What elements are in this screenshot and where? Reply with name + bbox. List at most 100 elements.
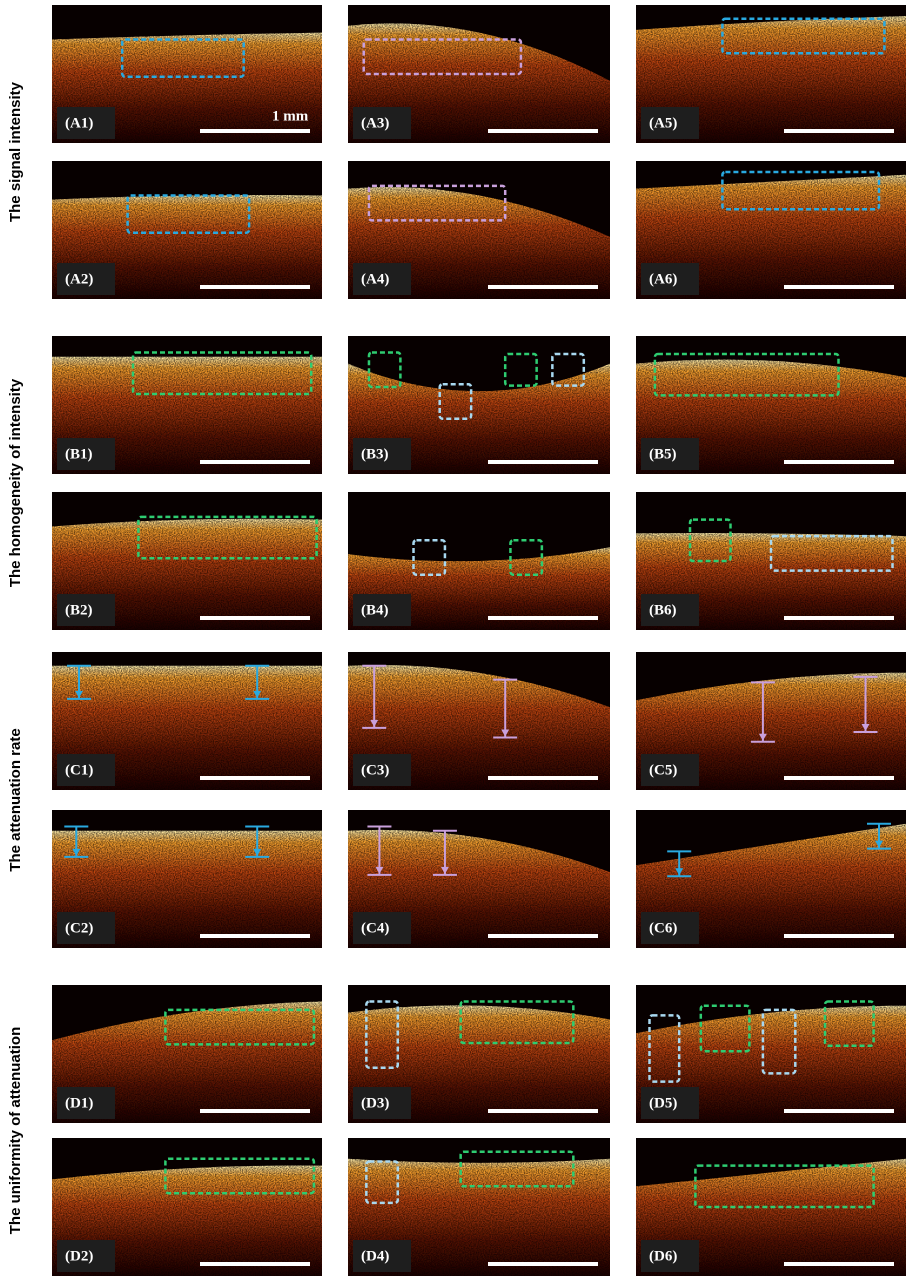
panel-label: (B5) [649, 446, 677, 462]
region-box [509, 539, 544, 577]
region-box [769, 534, 894, 572]
tissue-glow [348, 23, 610, 143]
region-box [761, 1008, 797, 1075]
label-box [57, 594, 115, 626]
tissue-glow [636, 16, 906, 143]
scale-label: 1 mm [272, 108, 309, 124]
label-box [57, 1240, 115, 1272]
panel-label: (C3) [361, 762, 389, 778]
arrow-head [675, 868, 684, 876]
scale-bar [784, 934, 894, 938]
scale-bar [784, 129, 894, 133]
scale-bar [200, 460, 310, 464]
scale-bar [200, 285, 310, 289]
panel-label: (C4) [361, 920, 389, 936]
scale-bar [784, 776, 894, 780]
tissue-glow [52, 830, 322, 948]
scale-bar [784, 285, 894, 289]
oct-panel: (C4) [348, 810, 610, 948]
label-box [353, 1240, 411, 1272]
region-box [653, 352, 840, 397]
oct-panel: (D4) [348, 1138, 610, 1276]
tissue-glow [52, 518, 322, 630]
label-box [57, 438, 115, 470]
label-box [57, 107, 115, 139]
region-box [699, 1004, 751, 1053]
region-box [721, 17, 886, 55]
label-box [353, 912, 411, 944]
panel-label: (A5) [649, 115, 677, 131]
tissue-glow [348, 363, 610, 474]
label-box [641, 754, 699, 786]
region-box [503, 352, 538, 387]
tissue-glow [636, 174, 906, 299]
region-box [120, 38, 245, 79]
scale-bar [488, 616, 598, 620]
tissue-glow [636, 533, 906, 630]
label-box [57, 754, 115, 786]
oct-panel: (D6) [636, 1138, 906, 1276]
row-group-label: The homogeneity of intensity [7, 378, 24, 587]
scale-bar [488, 776, 598, 780]
region-box [164, 1008, 316, 1046]
oct-panel: (A3) [348, 5, 610, 143]
panel-label: (B1) [65, 446, 93, 462]
scale-bar [488, 460, 598, 464]
tissue-glow [348, 829, 610, 948]
arrow-head [253, 690, 262, 698]
oct-panel: (B3) [348, 336, 610, 474]
tissue-glow [348, 664, 610, 790]
region-box [694, 1164, 875, 1209]
label-box [353, 438, 411, 470]
oct-panel: (C5) [636, 652, 906, 790]
tissue-glow [636, 672, 906, 790]
panel-label: (B4) [361, 602, 389, 618]
scale-bar [200, 616, 310, 620]
tissue-glow [52, 194, 322, 299]
label-box [353, 594, 411, 626]
panel-label: (C6) [649, 920, 677, 936]
panel-label: (A6) [649, 271, 677, 287]
label-box [57, 263, 115, 295]
oct-panel: (A1) 1 mm [52, 5, 322, 143]
oct-panel: (D5) [636, 985, 906, 1123]
panel-label: (D3) [361, 1095, 389, 1111]
panel-label: (B3) [361, 446, 389, 462]
tissue-glow [348, 187, 610, 299]
arrow-head [253, 848, 262, 856]
arrow-head [440, 866, 449, 874]
scale-bar [488, 1109, 598, 1113]
region-box [648, 1014, 681, 1083]
region-box [365, 1160, 400, 1205]
tissue-glow [52, 665, 322, 790]
panel-label: (A2) [65, 271, 93, 287]
row-group-label: The signal intensity [7, 81, 24, 222]
oct-panel: (C1) [52, 652, 322, 790]
tissue-glow [636, 823, 906, 948]
oct-panel: (D1) [52, 985, 322, 1123]
region-box [688, 518, 732, 563]
arrow-head [375, 866, 384, 874]
oct-panel: (C3) [348, 652, 610, 790]
tissue-glow [348, 1005, 610, 1123]
panel-label: (C2) [65, 920, 93, 936]
label-box [353, 263, 411, 295]
label-box [641, 107, 699, 139]
panel-label: (D4) [361, 1248, 389, 1264]
region-box [459, 1000, 575, 1045]
region-box [367, 184, 507, 222]
oct-panel: (C6) [636, 810, 906, 948]
arrow-head [501, 729, 510, 737]
region-box [164, 1157, 316, 1195]
label-box [641, 912, 699, 944]
region-box [362, 38, 523, 76]
label-box [641, 438, 699, 470]
arrow-head [758, 733, 767, 741]
row-group-label: The attenuation rate [7, 728, 24, 871]
tissue-glow [636, 1158, 906, 1276]
tissue-glow [52, 356, 322, 474]
region-box [823, 1000, 875, 1047]
oct-panel: (A4) [348, 161, 610, 299]
region-box [365, 1000, 400, 1070]
scale-bar [200, 129, 310, 133]
